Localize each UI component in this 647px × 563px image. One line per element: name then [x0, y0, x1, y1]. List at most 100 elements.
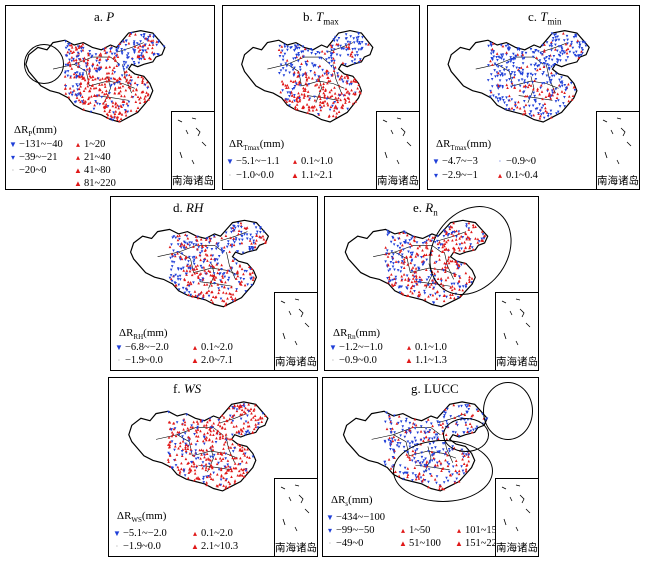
decrease-station-marker	[127, 100, 131, 104]
decrease-station-marker	[361, 36, 364, 39]
decrease-station-marker	[436, 436, 439, 440]
decrease-station-marker	[504, 108, 508, 111]
legend-item: · −0.9~0.0	[329, 355, 377, 367]
increase-station-marker	[208, 263, 211, 267]
increase-station-marker	[178, 444, 182, 448]
decrease-station-marker	[420, 255, 423, 259]
decrease-station-marker	[506, 43, 510, 47]
increase-station-marker	[233, 456, 236, 460]
increase-station-marker	[436, 269, 440, 273]
decrease-station-marker	[550, 45, 554, 48]
increase-station-marker	[176, 238, 180, 242]
decrease-station-marker	[213, 259, 217, 263]
increase-station-marker	[563, 91, 566, 95]
increase-station-marker	[315, 83, 319, 86]
increase-station-marker	[304, 71, 307, 74]
decrease-station-marker	[411, 251, 414, 255]
decrease-station-marker	[123, 109, 127, 112]
decrease-station-marker	[259, 227, 262, 231]
increase-station-marker	[205, 435, 208, 439]
decrease-station-marker	[550, 94, 553, 98]
panel-variable-sub: max	[323, 16, 339, 27]
decrease-station-marker	[410, 237, 413, 241]
increase-station-marker	[345, 91, 349, 94]
decrease-station-marker	[110, 52, 114, 56]
increase-station-marker	[280, 45, 284, 48]
decrease-station-marker	[283, 52, 287, 56]
decrease-station-marker	[110, 100, 114, 104]
increase-station-marker	[118, 77, 122, 81]
decrease-station-marker	[108, 92, 111, 95]
decrease-station-marker	[77, 54, 80, 58]
decrease-station-marker	[282, 74, 286, 77]
decrease-station-marker	[397, 253, 401, 256]
increase-station-marker	[86, 62, 89, 66]
decrease-station-marker	[294, 82, 298, 85]
increase-station-marker	[88, 89, 91, 93]
increase-station-marker	[307, 98, 311, 101]
increase-station-marker	[384, 246, 387, 249]
increase-station-marker	[419, 430, 423, 433]
increase-station-marker	[184, 447, 187, 451]
decrease-station-marker	[521, 71, 524, 75]
increase-station-marker	[254, 423, 257, 426]
increase-station-marker	[405, 255, 409, 259]
increase-station-marker	[302, 89, 306, 92]
decrease-station-marker	[193, 432, 196, 436]
island-mark	[616, 159, 620, 165]
increase-station-marker	[204, 462, 208, 466]
decrease-station-marker	[345, 37, 348, 40]
increase-station-marker	[325, 72, 329, 76]
decrease-station-marker	[521, 57, 525, 61]
decrease-station-marker	[553, 62, 557, 66]
decrease-station-marker	[175, 421, 179, 424]
decrease-station-marker	[189, 293, 193, 297]
decrease-station-marker	[348, 83, 352, 86]
decrease-station-marker	[391, 265, 395, 269]
legend-heading: ΔRs(mm)	[331, 494, 373, 509]
decrease-station-marker	[460, 247, 463, 251]
decrease-station-marker	[279, 63, 283, 67]
increase-station-marker	[334, 104, 337, 108]
decrease-station-marker	[293, 94, 296, 97]
increase-station-marker	[221, 434, 225, 437]
legend-item: ▼ −1.2~−1.0	[329, 342, 383, 353]
increase-station-marker	[105, 96, 108, 100]
increase-station-marker	[105, 75, 108, 79]
decrease-station-marker	[330, 57, 333, 60]
triangle-up-icon: ▴	[497, 171, 502, 180]
highlight-ellipse	[483, 382, 533, 440]
increase-station-marker	[211, 445, 214, 448]
increase-station-marker	[255, 234, 258, 237]
increase-station-marker	[113, 88, 117, 91]
increase-station-marker	[254, 425, 258, 429]
increase-station-marker	[318, 89, 322, 93]
increase-station-marker	[187, 461, 190, 465]
increase-station-marker	[330, 45, 334, 49]
increase-station-marker	[221, 457, 225, 461]
decrease-station-marker	[344, 63, 347, 66]
decrease-station-marker	[398, 442, 402, 445]
increase-station-marker	[288, 99, 291, 102]
decrease-station-marker	[125, 74, 129, 78]
increase-station-marker	[209, 472, 212, 476]
increase-station-marker	[91, 75, 94, 78]
decrease-station-marker	[555, 58, 559, 61]
decrease-station-marker	[112, 111, 115, 114]
decrease-station-marker	[114, 55, 118, 58]
increase-station-marker	[184, 457, 188, 461]
decrease-station-marker	[126, 104, 130, 108]
decrease-station-marker	[550, 89, 554, 93]
increase-station-marker	[118, 91, 121, 95]
increase-station-marker	[536, 87, 539, 91]
increase-station-marker	[330, 94, 334, 98]
decrease-station-marker	[152, 34, 156, 37]
increase-station-marker	[81, 42, 85, 46]
increase-station-marker	[468, 244, 472, 248]
increase-station-marker	[344, 101, 347, 104]
decrease-station-marker	[499, 98, 502, 101]
increase-station-marker	[180, 461, 183, 465]
map-panel-a: a. P ΔRP(mm) ▼ −131~−40 ▴ 1~20 ▾ −39~−21 ▴ 2…	[5, 5, 215, 190]
decrease-station-marker	[294, 57, 297, 60]
increase-station-marker	[567, 99, 571, 103]
